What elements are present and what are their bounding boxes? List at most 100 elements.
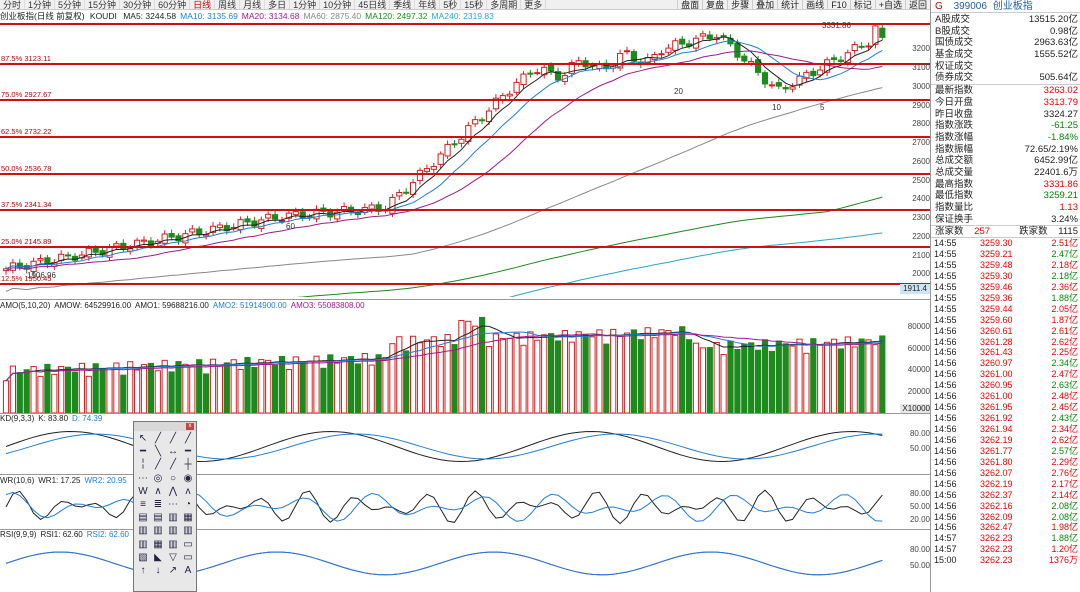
drawing-tool-icon[interactable]: ᴧ — [185, 485, 191, 497]
tick-row[interactable]: 14:56 3260.95 2.63亿 — [931, 380, 1080, 391]
period-tab[interactable]: 年线 — [415, 0, 441, 10]
drawing-tool-icon[interactable]: ≣ — [153, 498, 163, 510]
drawing-tool-icon[interactable]: ⋯ — [168, 498, 178, 510]
period-tab[interactable]: 周线 — [215, 0, 241, 10]
period-tab[interactable]: 1分钟 — [290, 0, 321, 10]
tick-row[interactable]: 14:56 3262.16 2.08亿 — [931, 501, 1080, 512]
period-tab[interactable]: 45日线 — [355, 0, 391, 10]
drawing-tool-icon[interactable]: ◎ — [153, 472, 163, 484]
drawing-tool-icon[interactable]: ▦ — [183, 512, 193, 524]
drawing-tool-icon[interactable]: ▥ — [168, 538, 178, 550]
drawing-tool-icon[interactable]: ▤ — [138, 512, 148, 524]
tick-row[interactable]: 14:55 3259.60 1.87亿 — [931, 315, 1080, 326]
tick-row[interactable]: 14:56 3261.28 2.62亿 — [931, 337, 1080, 348]
period-tab[interactable]: 多日 — [265, 0, 291, 10]
tick-row[interactable]: 14:55 3259.44 2.05亿 — [931, 304, 1080, 315]
drawing-tool-icon[interactable]: ≡ — [140, 498, 146, 510]
tick-row[interactable]: 14:56 3262.19 2.17亿 — [931, 479, 1080, 490]
tick-row[interactable]: 14:55 3259.48 2.18亿 — [931, 260, 1080, 271]
drawing-tool-icon[interactable]: ↓ — [155, 564, 161, 576]
toolbar-button[interactable]: F10 — [827, 0, 850, 10]
drawing-tool-icon[interactable]: ┼ — [184, 459, 192, 471]
drawing-tool-icon[interactable]: ▥ — [153, 525, 163, 537]
drawing-tool-icon[interactable]: ○ — [169, 472, 177, 484]
drawing-tool-icon[interactable]: ↗ — [168, 564, 178, 576]
drawing-tool-icon[interactable]: ╱ — [184, 433, 192, 444]
tick-row[interactable]: 14:55 3259.30 2.18亿 — [931, 271, 1080, 282]
toolbar-button[interactable]: 返回 — [904, 0, 930, 10]
tick-row[interactable]: 14:56 3262.47 1.98亿 — [931, 522, 1080, 533]
period-tab[interactable]: 60分钟 — [155, 0, 191, 10]
drawing-tool-icon[interactable]: ↑ — [140, 564, 146, 576]
tick-row[interactable]: 14:57 3262.23 1.20亿 — [931, 544, 1080, 555]
period-tab[interactable]: 10分钟 — [320, 0, 356, 10]
drawing-toolbox[interactable]: x ↖ ╱ ╱ ╱ ━ ╲ ↔ ━ ╎ ╱ ╱ ┼ ⋯ ◎ ○ ◉ W ∧ ⋀ ᴧ ≡ ≣ ⋯ ◔ ▤ ▤ ▥ ▦ ▥ ▥ ▥ ▥ ▥ ▦ ▥ ▭ ▧ ◣… — [133, 421, 197, 592]
period-tab[interactable]: 季线 — [390, 0, 416, 10]
tick-row[interactable]: 14:55 3259.46 2.36亿 — [931, 282, 1080, 293]
toolbox-header[interactable]: x — [134, 422, 196, 431]
tick-row[interactable]: 14:55 3259.36 1.88亿 — [931, 293, 1080, 304]
tick-row[interactable]: 14:56 3261.00 2.48亿 — [931, 391, 1080, 402]
close-icon[interactable]: x — [186, 423, 194, 430]
tick-row[interactable]: 14:56 3262.37 2.14亿 — [931, 490, 1080, 501]
drawing-tool-icon[interactable]: ∧ — [154, 485, 162, 497]
toolbar-button[interactable]: 复盘 — [702, 0, 727, 10]
drawing-tool-icon[interactable]: ◉ — [183, 472, 193, 484]
tick-row[interactable]: 14:56 3261.94 2.34亿 — [931, 424, 1080, 435]
toolbar-button[interactable]: 盘面 — [677, 0, 702, 10]
drawing-tool-icon[interactable]: ▭ — [183, 538, 193, 550]
toolbar-button[interactable]: 统计 — [777, 0, 802, 10]
period-tab[interactable]: 多周期 — [487, 0, 522, 10]
period-tab[interactable]: 15秒 — [461, 0, 488, 10]
period-tab[interactable]: 1分钟 — [25, 0, 56, 10]
period-tab[interactable]: 15分钟 — [85, 0, 121, 10]
toolbar-button[interactable]: 叠加 — [752, 0, 777, 10]
drawing-tool-icon[interactable]: ╱ — [169, 433, 177, 444]
drawing-tool-icon[interactable]: ╱ — [169, 459, 177, 471]
tick-row[interactable]: 14:56 3260.61 2.61亿 — [931, 326, 1080, 337]
tick-row[interactable]: 14:55 3259.21 2.47亿 — [931, 249, 1080, 260]
drawing-tool-icon[interactable]: ◣ — [154, 551, 162, 563]
tick-row[interactable]: 14:56 3262.07 2.76亿 — [931, 468, 1080, 479]
drawing-tool-icon[interactable]: ↔ — [168, 446, 178, 458]
toolbar-button[interactable]: +自选 — [874, 0, 905, 10]
drawing-tool-icon[interactable]: ⋯ — [138, 472, 148, 484]
drawing-tool-icon[interactable]: ⋀ — [168, 485, 178, 497]
drawing-tool-icon[interactable]: ╱ — [154, 433, 162, 444]
tick-row[interactable]: 14:56 3261.43 2.25亿 — [931, 347, 1080, 358]
drawing-tool-icon[interactable]: ▽ — [169, 551, 177, 563]
period-tab[interactable]: 月线 — [240, 0, 266, 10]
tick-row[interactable]: 14:56 3261.00 2.47亿 — [931, 369, 1080, 380]
amo-chart[interactable] — [0, 311, 900, 414]
drawing-tool-icon[interactable]: ▤ — [153, 512, 163, 524]
tick-row[interactable]: 14:56 3261.77 2.57亿 — [931, 446, 1080, 457]
tick-row[interactable]: 14:56 3262.09 2.08亿 — [931, 512, 1080, 523]
drawing-tool-icon[interactable]: ▥ — [138, 538, 148, 550]
tick-list[interactable]: 14:55 3259.30 2.51亿 14:55 3259.21 2.47亿 14:55 3… — [931, 237, 1080, 566]
toolbar-button[interactable]: 画线 — [802, 0, 827, 10]
drawing-tool-icon[interactable]: ↖ — [138, 433, 148, 444]
period-tab[interactable]: 分时 — [0, 0, 26, 10]
drawing-tool-icon[interactable]: ━ — [184, 446, 192, 458]
tick-row[interactable]: 14:56 3261.80 2.29亿 — [931, 457, 1080, 468]
drawing-tool-icon[interactable]: ▥ — [183, 525, 193, 537]
toolbar-button[interactable]: 标记 — [849, 0, 875, 10]
period-tab[interactable]: 5秒 — [440, 0, 462, 10]
drawing-tool-icon[interactable]: ▥ — [168, 525, 178, 537]
drawing-tool-icon[interactable]: ╲ — [154, 446, 162, 458]
drawing-tool-icon[interactable]: A — [184, 564, 192, 576]
tick-row[interactable]: 14:57 3262.23 1.88亿 — [931, 533, 1080, 544]
drawing-tool-icon[interactable]: ▧ — [138, 551, 148, 563]
period-tab[interactable]: 30分钟 — [120, 0, 156, 10]
drawing-tool-icon[interactable]: ╱ — [154, 459, 162, 471]
drawing-tool-icon[interactable]: ▦ — [153, 538, 163, 550]
toolbar-button[interactable]: 步骤 — [727, 0, 752, 10]
drawing-tool-icon[interactable]: W — [138, 485, 148, 497]
period-tab[interactable]: 日线 — [190, 0, 216, 10]
period-tab[interactable]: 更多 — [521, 0, 547, 10]
drawing-tool-icon[interactable]: ▥ — [138, 525, 148, 537]
tick-row[interactable]: 15:00 3262.23 1376万 — [931, 555, 1080, 566]
tick-row[interactable]: 14:56 3260.97 2.34亿 — [931, 358, 1080, 369]
period-tab[interactable]: 5分钟 — [55, 0, 86, 10]
drawing-tool-icon[interactable]: ╎ — [139, 459, 147, 471]
